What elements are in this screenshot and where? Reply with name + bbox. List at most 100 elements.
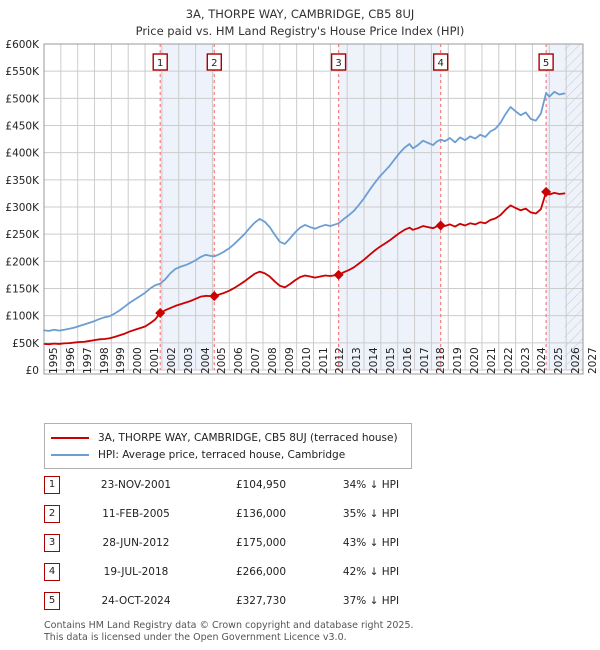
x-axis-tick-labels: 1995 1996 1997 1998 1999 2000 2001 2002 2003 2004… xyxy=(0,347,600,414)
plot-frame xyxy=(43,43,584,375)
row-date: 24-OCT-2024 xyxy=(101,594,171,607)
x-tick-label: 2026 xyxy=(570,347,583,374)
y-tick-label: £550K xyxy=(5,66,40,78)
x-tick-label: 2005 xyxy=(216,347,229,374)
x-tick-label: 2006 xyxy=(233,347,246,374)
badge-box[interactable] xyxy=(538,53,554,71)
x-tick-label: 2012 xyxy=(334,347,347,374)
chart-titles: 3A, THORPE WAY, CAMBRIDGE, CB5 8UJ Price… xyxy=(0,0,600,40)
y-tick-label: £100K xyxy=(5,311,40,323)
series-line xyxy=(43,191,566,346)
x-tick-label: 2016 xyxy=(401,347,414,374)
chart-canvas: £0 £50K £100K £150K £200K £250K £300K £350K £400… xyxy=(5,40,584,377)
y-tick-label: £300K xyxy=(5,202,40,214)
chart-legend: 3A, THORPE WAY, CAMBRIDGE, CB5 8UJ (terr… xyxy=(44,423,412,469)
x-tick-label: 2002 xyxy=(165,347,178,374)
transaction-marker-point[interactable] xyxy=(333,269,344,280)
page-subtitle: Price paid vs. HM Land Registry's House … xyxy=(135,24,465,38)
badge-label: 3 xyxy=(335,58,341,69)
x-tick-label: 2027 xyxy=(587,347,599,374)
row-badge: 2 xyxy=(44,504,60,523)
x-tick-label: 2014 xyxy=(368,347,381,374)
table-row[interactable]: 2 11-FEB-2005 £136,000 35% ↓ HPI xyxy=(44,499,444,528)
y-axis-tick-labels: £0 £50K £100K £150K £200K £250K £300K £350K £400… xyxy=(5,40,40,377)
x-tick-label: 2022 xyxy=(502,347,515,374)
footer-attribution: Contains HM Land Registry data © Crown c… xyxy=(44,620,564,644)
badge-box[interactable] xyxy=(432,53,449,71)
x-tick-label: 2023 xyxy=(519,347,532,374)
footer-line-2: This data is licensed under the Open Gov… xyxy=(44,632,347,643)
row-date: 28-JUN-2012 xyxy=(102,536,170,549)
row-date: 11-FEB-2005 xyxy=(102,507,170,520)
x-tick-label: 2017 xyxy=(418,347,431,374)
chart-series-lines xyxy=(43,90,566,346)
footer-line-1: Contains HM Land Registry data © Crown c… xyxy=(44,620,414,631)
x-tick-label: 1998 xyxy=(98,347,111,374)
row-price: £136,000 xyxy=(235,507,287,520)
y-tick-label: £200K xyxy=(5,256,40,268)
row-badge: 3 xyxy=(44,533,60,552)
x-tick-label: 1996 xyxy=(64,347,77,374)
legend-item-hpi: HPI: Average price, terraced house, Camb… xyxy=(51,446,405,463)
legend-swatch-price xyxy=(51,436,89,439)
legend-label-hpi: HPI: Average price, terraced house, Camb… xyxy=(98,448,346,461)
row-hpi-delta: 34% ↓ HPI xyxy=(342,478,400,491)
price-history-chart: £0 £50K £100K £150K £200K £250K £300K £350K £400… xyxy=(0,40,600,380)
y-tick-label: £350K xyxy=(5,175,40,187)
row-badge: 4 xyxy=(44,562,60,581)
x-tick-label: 2019 xyxy=(452,347,465,374)
transactions-table: 1 23-NOV-2001 £104,950 34% ↓ HPI 2 11-FEB-200… xyxy=(44,470,444,615)
x-tick-label: 1997 xyxy=(81,347,94,374)
row-price: £266,000 xyxy=(235,565,287,578)
x-tick-label: 2004 xyxy=(199,347,212,374)
x-tick-label: 2013 xyxy=(351,347,364,374)
y-tick-label: £250K xyxy=(5,229,40,241)
table-row[interactable]: 4 19-JUL-2018 £266,000 42% ↓ HPI xyxy=(44,557,444,586)
x-tick-label: 2008 xyxy=(266,347,279,374)
badge-box[interactable] xyxy=(330,53,347,71)
row-hpi-delta: 43% ↓ HPI xyxy=(342,536,400,549)
badge-label: 5 xyxy=(543,58,549,69)
transaction-point-markers xyxy=(155,186,552,318)
badge-label: 4 xyxy=(437,58,443,69)
transaction-marker-point[interactable] xyxy=(435,220,446,231)
transaction-marker-point[interactable] xyxy=(541,186,552,197)
chart-gridlines xyxy=(43,43,584,371)
table-row[interactable]: 3 28-JUN-2012 £175,000 43% ↓ HPI xyxy=(44,528,444,557)
x-tick-label: 2024 xyxy=(536,347,549,374)
row-date: 23-NOV-2001 xyxy=(100,478,172,491)
x-tick-label: 2015 xyxy=(384,347,397,374)
x-tick-label: 2003 xyxy=(182,347,195,374)
x-tick-label: 2020 xyxy=(469,347,482,374)
series-line xyxy=(43,90,566,332)
x-tick-label: 2011 xyxy=(317,347,330,374)
badge-label: 1 xyxy=(157,58,163,69)
table-row[interactable]: 5 24-OCT-2024 £327,730 37% ↓ HPI xyxy=(44,586,444,615)
x-tick-label: 1999 xyxy=(115,347,128,374)
y-tick-label: £450K xyxy=(5,121,40,133)
transaction-marker-point[interactable] xyxy=(155,307,166,318)
x-tick-label: 2010 xyxy=(300,347,313,374)
badge-box[interactable] xyxy=(206,53,222,71)
table-row[interactable]: 1 23-NOV-2001 £104,950 34% ↓ HPI xyxy=(44,470,444,499)
row-badge: 1 xyxy=(44,475,60,494)
row-price: £104,950 xyxy=(235,478,287,491)
x-tick-label: 2000 xyxy=(132,347,145,374)
page-title: 3A, THORPE WAY, CAMBRIDGE, CB5 8UJ xyxy=(185,7,415,21)
badge-box[interactable] xyxy=(152,53,168,71)
transaction-badges: 1 2 3 4 5 xyxy=(152,53,554,71)
legend-label-price: 3A, THORPE WAY, CAMBRIDGE, CB5 8UJ (terr… xyxy=(98,431,398,444)
row-hpi-delta: 37% ↓ HPI xyxy=(342,594,400,607)
x-tick-label: 2021 xyxy=(485,347,498,374)
x-tick-label: 1995 xyxy=(48,347,60,374)
x-tick-label: 2007 xyxy=(250,347,263,374)
y-tick-label: £400K xyxy=(5,148,40,160)
x-tick-label: 2009 xyxy=(283,347,296,374)
y-tick-label: £0 xyxy=(26,365,39,377)
row-badge: 5 xyxy=(44,591,60,610)
row-price: £175,000 xyxy=(235,536,287,549)
y-tick-label: £50K xyxy=(12,338,40,350)
y-tick-label: £150K xyxy=(5,284,40,296)
transaction-marker-point[interactable] xyxy=(209,291,220,302)
x-tick-label: 2001 xyxy=(149,347,162,374)
